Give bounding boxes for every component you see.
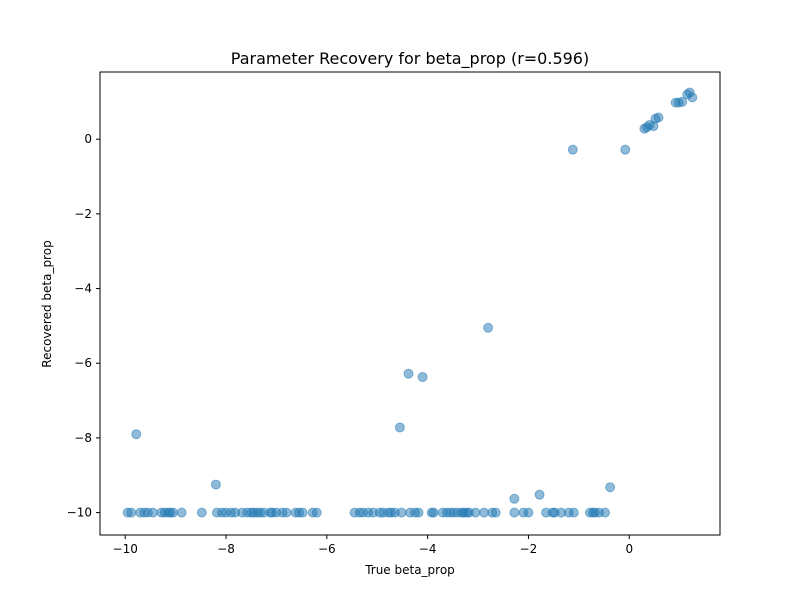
scatter-point bbox=[600, 507, 611, 518]
y-tick-label: −4 bbox=[74, 282, 92, 296]
scatter-point bbox=[428, 507, 439, 518]
x-tick-label: −10 bbox=[113, 542, 138, 556]
scatter-point bbox=[403, 368, 414, 379]
scatter-point bbox=[297, 507, 308, 518]
scatter-point bbox=[413, 507, 424, 518]
scatter-point bbox=[620, 144, 631, 155]
y-tick-label: −2 bbox=[74, 207, 92, 221]
scatter-point bbox=[147, 507, 158, 518]
scatter-point bbox=[677, 96, 688, 107]
scatter-point bbox=[687, 92, 698, 103]
scatter-point bbox=[311, 507, 322, 518]
scatter-point bbox=[176, 507, 187, 518]
scatter-point bbox=[509, 493, 520, 504]
y-tick-label: −8 bbox=[74, 431, 92, 445]
scatter-point bbox=[126, 507, 137, 518]
scatter-point bbox=[605, 482, 616, 493]
scatter-point bbox=[568, 507, 579, 518]
scatter-point bbox=[653, 112, 664, 123]
scatter-point bbox=[417, 372, 428, 383]
scatter-point bbox=[168, 507, 179, 518]
scatter-point bbox=[509, 507, 520, 518]
scatter-point bbox=[281, 507, 292, 518]
x-tick-label: 0 bbox=[625, 542, 633, 556]
scatter-point bbox=[490, 507, 501, 518]
scatter-point bbox=[396, 507, 407, 518]
scatter-point bbox=[196, 507, 207, 518]
scatter-point bbox=[210, 479, 221, 490]
scatter-point bbox=[470, 507, 481, 518]
plot-frame bbox=[99, 71, 721, 536]
scatter-point bbox=[523, 507, 534, 518]
scatter-point bbox=[534, 489, 545, 500]
y-tick-label: 0 bbox=[84, 132, 92, 146]
x-axis: −10 −8 −6 −4 −2 0 bbox=[113, 535, 633, 556]
points-layer bbox=[122, 87, 698, 518]
scatter-point bbox=[567, 144, 578, 155]
chart-title: Parameter Recovery for beta_prop (r=0.59… bbox=[231, 49, 589, 69]
y-tick-label: −10 bbox=[67, 506, 92, 520]
scatter-point bbox=[483, 322, 494, 333]
x-tick-label: −6 bbox=[318, 542, 336, 556]
x-tick-label: −8 bbox=[217, 542, 235, 556]
x-tick-label: −4 bbox=[419, 542, 437, 556]
x-axis-label: True beta_prop bbox=[364, 563, 455, 577]
y-axis-label: Recovered beta_prop bbox=[40, 240, 54, 367]
x-tick-label: −2 bbox=[520, 542, 538, 556]
scatter-point bbox=[394, 422, 405, 433]
y-axis: −10 −8 −6 −4 −2 0 bbox=[67, 132, 100, 520]
y-tick-label: −6 bbox=[74, 356, 92, 370]
scatter-point bbox=[131, 429, 142, 440]
